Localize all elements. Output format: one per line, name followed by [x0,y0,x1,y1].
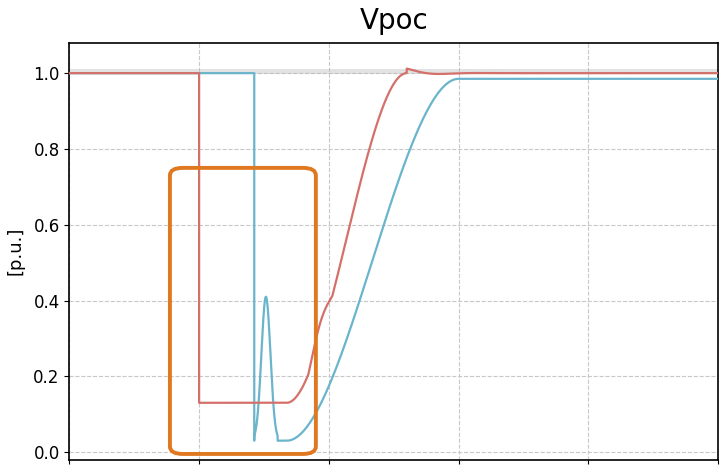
Bar [70,69,718,74]
Title: Vpoc: Vpoc [360,7,428,35]
Y-axis label: [p.u.]: [p.u.] [7,227,25,276]
